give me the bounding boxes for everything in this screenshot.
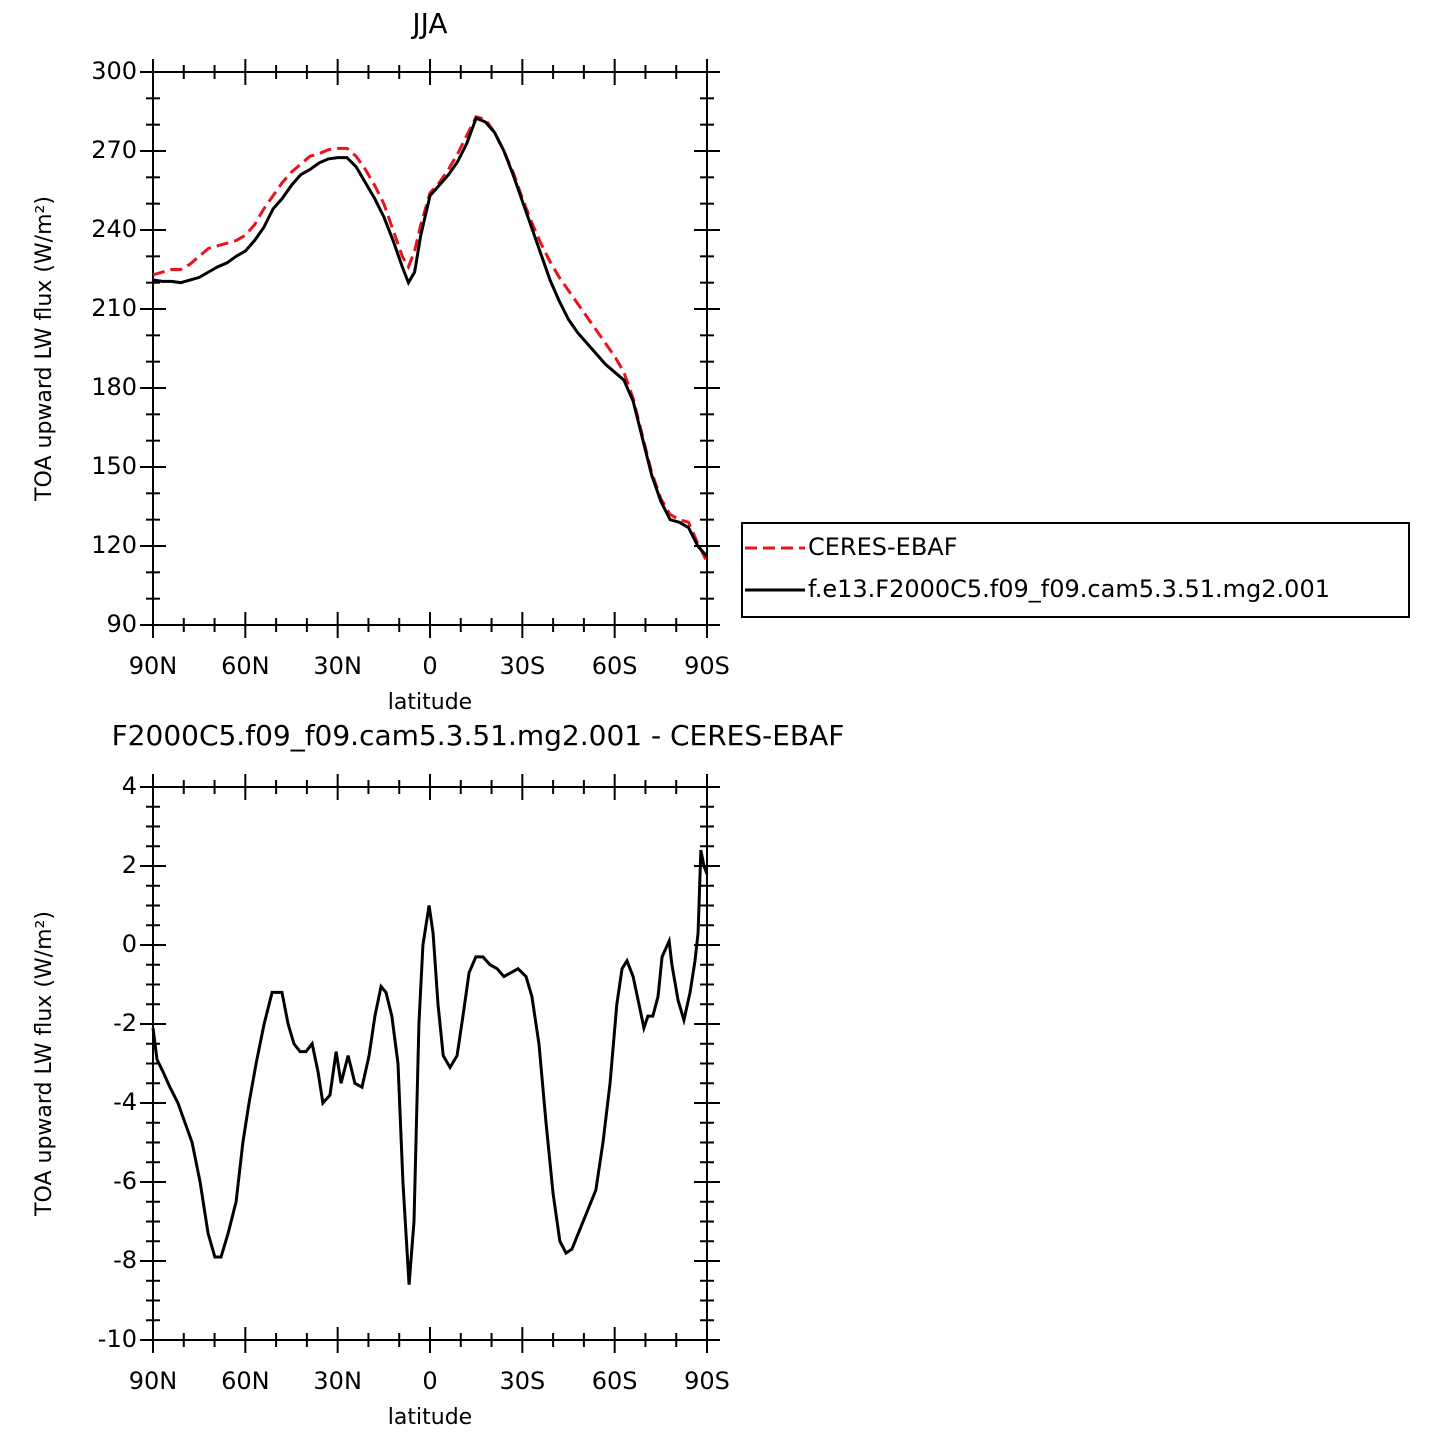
y-tick-label: -6	[113, 1167, 137, 1195]
x-tick-label: 90N	[129, 1367, 178, 1395]
x-tick-label: 0	[422, 1367, 437, 1395]
x-tick-label: 60N	[221, 1367, 270, 1395]
chart-title: JJA	[410, 7, 447, 40]
chart-title: F2000C5.f09_f09.cam5.3.51.mg2.001 - CERE…	[112, 719, 845, 752]
x-tick-label: 60S	[592, 1367, 638, 1395]
y-tick-label: -4	[113, 1088, 137, 1116]
y-tick-label: 210	[91, 294, 137, 322]
y-tick-label: 300	[91, 57, 137, 85]
y-axis-label: TOA upward LW flux (W/m²)	[32, 196, 57, 502]
x-tick-label: 60S	[592, 652, 638, 680]
x-tick-label: 60N	[221, 652, 270, 680]
legend-label: CERES-EBAF	[808, 533, 958, 561]
x-tick-label: 0	[422, 652, 437, 680]
x-tick-label: 90S	[684, 652, 730, 680]
legend-box	[741, 522, 1410, 618]
y-tick-label: 2	[122, 851, 137, 879]
x-tick-label: 30N	[313, 1367, 362, 1395]
y-tick-label: 270	[91, 136, 137, 164]
x-tick-label: 30S	[499, 1367, 545, 1395]
x-tick-label: 90N	[129, 652, 178, 680]
y-tick-label: 150	[91, 452, 137, 480]
y-tick-label: 90	[106, 610, 137, 638]
y-tick-label: -2	[113, 1009, 137, 1037]
y-tick-label: 4	[122, 772, 137, 800]
y-tick-label: 0	[122, 930, 137, 958]
y-tick-label: 240	[91, 215, 137, 243]
y-tick-label: -10	[98, 1325, 137, 1353]
data-line	[151, 849, 709, 1285]
x-axis-label: latitude	[388, 690, 472, 715]
data-line	[152, 116, 709, 558]
x-tick-label: 30S	[499, 652, 545, 680]
x-tick-label: 90S	[684, 1367, 730, 1395]
x-tick-label: 30N	[313, 652, 362, 680]
x-axis-label: latitude	[388, 1405, 472, 1430]
y-tick-label: 180	[91, 373, 137, 401]
y-tick-label: -8	[113, 1246, 137, 1274]
legend-label: f.e13.F2000C5.f09_f09.cam5.3.51.mg2.001	[808, 575, 1330, 603]
y-tick-label: 120	[91, 531, 137, 559]
y-axis-label: TOA upward LW flux (W/m²)	[32, 911, 57, 1217]
